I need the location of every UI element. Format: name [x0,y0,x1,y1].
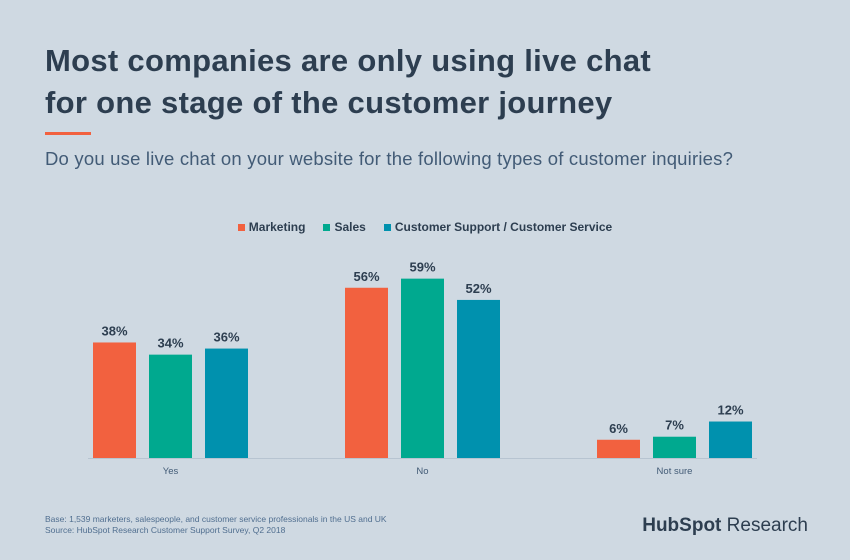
legend-label: Marketing [248,220,306,234]
bar-not-sure-0 [597,439,640,458]
legend-swatch [237,223,245,231]
bar-not-sure-1 [653,436,696,458]
legend-item-sales: Sales [323,220,366,234]
bar-yes-0 [93,342,136,458]
x-tick-label: Yes [163,466,179,477]
legend-item-support: Customer Support / Customer Service [383,220,613,234]
legend-item-marketing: Marketing [237,220,306,234]
footnote-source: Source: HubSpot Research Customer Suppor… [45,525,286,535]
bar-yes-1 [149,354,192,458]
bar-no-2 [457,299,500,458]
chart-title: Most companies are only using live chat f… [45,40,651,124]
data-label: 34% [157,336,183,351]
hubspot-research-logo: HubSpot Research [642,515,808,537]
footnote-base: Base: 1,539 marketers, salespeople, and … [45,514,387,524]
legend-swatch [383,223,391,231]
legend-label: Sales [334,220,366,234]
data-label: 7% [665,418,684,433]
x-tick-label: No [416,466,428,477]
data-label: 56% [353,269,379,284]
title-line-1: Most companies are only using live chat [45,43,652,78]
footnote: Base: 1,539 marketers, salespeople, and … [45,514,387,536]
bar-no-1 [401,278,444,458]
title-line-2: for one stage of the customer journey [45,85,613,120]
data-label: 38% [101,323,127,338]
x-tick-label: Not sure [657,466,693,477]
data-label: 36% [213,330,239,345]
bar-no-0 [345,287,388,458]
chart-subtitle: Do you use live chat on your website for… [45,148,734,169]
bar-yes-2 [205,348,248,458]
title-accent-rule [45,132,91,135]
data-label: 12% [717,403,743,418]
logo-brand: HubSpot [642,515,722,536]
legend-swatch [323,223,331,231]
data-label: 59% [409,260,435,275]
logo-suffix: Research [726,515,808,536]
data-label: 6% [609,421,628,436]
legend-label: Customer Support / Customer Service [394,220,613,234]
legend: Marketing Sales Customer Support / Custo… [0,220,850,234]
bar-not-sure-2 [709,421,752,458]
data-label: 52% [465,281,491,296]
